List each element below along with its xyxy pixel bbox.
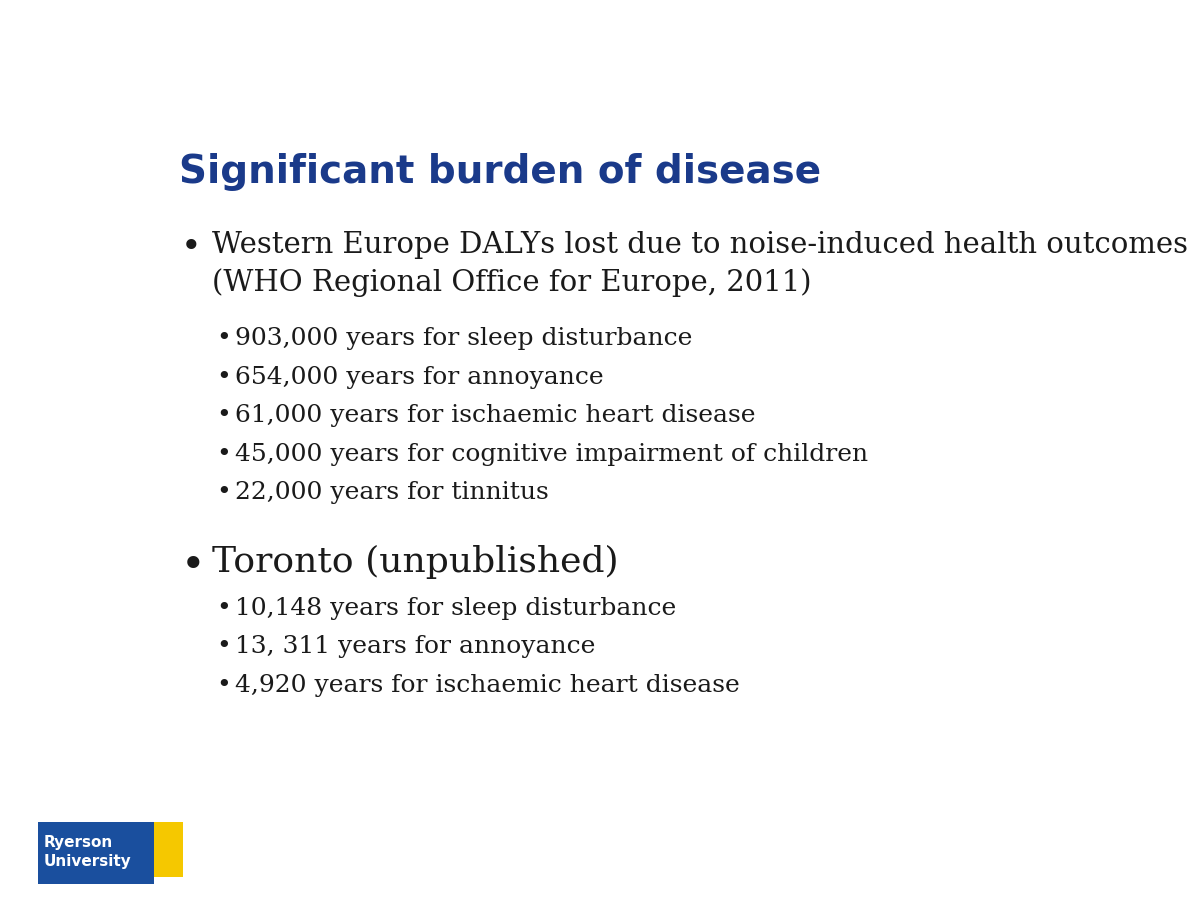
Text: •: • — [216, 404, 230, 428]
Text: 45,000 years for cognitive impairment of children: 45,000 years for cognitive impairment of… — [235, 443, 869, 466]
FancyBboxPatch shape — [154, 822, 182, 877]
Text: •: • — [216, 443, 230, 466]
Text: •: • — [181, 231, 202, 266]
FancyBboxPatch shape — [38, 822, 154, 884]
Text: •: • — [216, 328, 230, 350]
Text: •: • — [216, 597, 230, 620]
Text: 654,000 years for annoyance: 654,000 years for annoyance — [235, 366, 604, 389]
Text: 10,148 years for sleep disturbance: 10,148 years for sleep disturbance — [235, 597, 677, 620]
Text: 22,000 years for tinnitus: 22,000 years for tinnitus — [235, 482, 550, 504]
Text: •: • — [216, 674, 230, 697]
Text: •: • — [181, 545, 205, 588]
Text: Significant burden of disease: Significant burden of disease — [180, 153, 822, 191]
Text: •: • — [216, 366, 230, 389]
Text: Toronto (unpublished): Toronto (unpublished) — [212, 545, 619, 580]
Text: Ryerson
University: Ryerson University — [43, 835, 132, 868]
Text: (WHO Regional Office for Europe, 2011): (WHO Regional Office for Europe, 2011) — [212, 268, 811, 297]
Text: Western Europe DALYs lost due to noise-induced health outcomes: Western Europe DALYs lost due to noise-i… — [212, 231, 1188, 259]
Text: 903,000 years for sleep disturbance: 903,000 years for sleep disturbance — [235, 328, 692, 350]
Text: 13, 311 years for annoyance: 13, 311 years for annoyance — [235, 635, 595, 659]
Text: •: • — [216, 482, 230, 504]
Text: 4,920 years for ischaemic heart disease: 4,920 years for ischaemic heart disease — [235, 674, 740, 697]
Text: •: • — [216, 635, 230, 659]
Text: 61,000 years for ischaemic heart disease: 61,000 years for ischaemic heart disease — [235, 404, 756, 428]
